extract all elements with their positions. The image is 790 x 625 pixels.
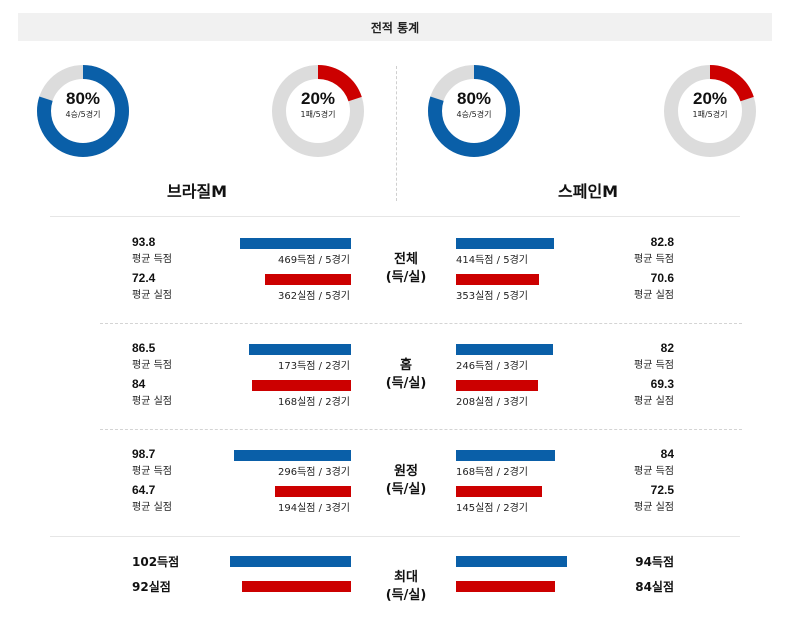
ring-fill bbox=[37, 65, 129, 157]
away-avg-conceded: 69.3 bbox=[650, 377, 674, 391]
category-label: 원정 (득/실) bbox=[366, 463, 446, 499]
home-avg-conceded: 72.4 bbox=[132, 271, 156, 285]
away-conceded-bar bbox=[456, 380, 538, 391]
home-conceded-total: 362실점 / 5경기 bbox=[278, 291, 350, 302]
stats-title: 전적 통계 bbox=[370, 20, 420, 35]
away-avg-conceded-label: 평균 실점 bbox=[634, 290, 674, 301]
away-max-scored: 94득점 bbox=[635, 555, 674, 569]
section-divider bbox=[100, 429, 742, 430]
away-avg-scored: 82.8 bbox=[650, 235, 674, 249]
home-win-ring-chart bbox=[37, 65, 129, 157]
home-conceded-bar bbox=[252, 380, 351, 391]
section-divider bbox=[50, 536, 740, 537]
category-line: 홈 bbox=[400, 358, 412, 373]
away-conceded-total: 145실점 / 2경기 bbox=[456, 503, 528, 514]
away-loss-ring: 20% 1패/5경기 bbox=[662, 63, 758, 159]
home-team-name: 브라질M bbox=[167, 182, 228, 201]
home-loss-ring: 20% 1패/5경기 bbox=[270, 63, 366, 159]
away-loss-record: 1패/5경기 bbox=[692, 110, 728, 119]
home-loss-ring-chart bbox=[272, 65, 364, 157]
home-scored-bar bbox=[234, 450, 351, 461]
section-divider bbox=[50, 216, 740, 217]
away-avg-scored-label: 평균 득점 bbox=[634, 360, 674, 371]
category-line: 최대 bbox=[394, 570, 418, 585]
home-scored-bar bbox=[249, 344, 351, 355]
category-label: 전체 (득/실) bbox=[366, 251, 446, 287]
home-max-conceded: 92실점 bbox=[132, 580, 171, 594]
home-win-pct: 80% bbox=[65, 89, 101, 108]
section-divider bbox=[100, 323, 742, 324]
home-scored-bar bbox=[240, 238, 351, 249]
away-max-conceded: 84실점 bbox=[635, 580, 674, 594]
home-scored-bar bbox=[230, 556, 351, 567]
home-avg-conceded: 64.7 bbox=[132, 483, 156, 497]
home-scored-total: 173득점 / 2경기 bbox=[278, 361, 350, 372]
away-avg-scored: 82 bbox=[660, 341, 674, 355]
away-conceded-bar bbox=[456, 274, 539, 285]
away-avg-conceded-label: 평균 실점 bbox=[634, 502, 674, 513]
away-win-record: 4승/5경기 bbox=[456, 110, 492, 119]
ring-fill bbox=[272, 65, 364, 157]
home-avg-scored-label: 평균 득점 bbox=[132, 254, 172, 265]
stats-header: 전적 통계 bbox=[18, 13, 772, 41]
away-scored-bar bbox=[456, 344, 553, 355]
home-loss-record: 1패/5경기 bbox=[300, 110, 336, 119]
category-label: 최대 (득/실) bbox=[366, 569, 446, 605]
home-scored-total: 469득점 / 5경기 bbox=[278, 255, 350, 266]
category-line: (득/실) bbox=[385, 376, 427, 391]
away-scored-total: 414득점 / 5경기 bbox=[456, 255, 528, 266]
away-team-name: 스페인M bbox=[558, 182, 619, 201]
home-avg-scored: 98.7 bbox=[132, 447, 156, 461]
category-line: 원정 bbox=[394, 464, 418, 479]
away-loss-ring-chart bbox=[664, 65, 756, 157]
away-conceded-bar bbox=[456, 581, 555, 592]
category-label: 홈 (득/실) bbox=[366, 357, 446, 393]
away-avg-conceded: 70.6 bbox=[650, 271, 674, 285]
category-line: (득/실) bbox=[385, 270, 427, 285]
away-scored-total: 168득점 / 2경기 bbox=[456, 467, 528, 478]
away-scored-bar bbox=[456, 450, 555, 461]
away-avg-scored-label: 평균 득점 bbox=[634, 254, 674, 265]
home-avg-conceded: 84 bbox=[132, 377, 146, 391]
home-avg-conceded-label: 평균 실점 bbox=[132, 396, 172, 407]
home-max-scored: 102득점 bbox=[132, 555, 180, 569]
home-loss-pct: 20% bbox=[300, 89, 336, 108]
away-scored-bar bbox=[456, 556, 567, 567]
home-avg-conceded-label: 평균 실점 bbox=[132, 290, 172, 301]
home-conceded-bar bbox=[275, 486, 351, 497]
home-win-ring: 80% 4승/5경기 bbox=[35, 63, 131, 159]
away-avg-conceded: 72.5 bbox=[650, 483, 674, 497]
away-win-pct: 80% bbox=[456, 89, 492, 108]
away-conceded-total: 208실점 / 3경기 bbox=[456, 397, 528, 408]
home-avg-scored-label: 평균 득점 bbox=[132, 466, 172, 477]
ring-fill bbox=[664, 65, 756, 157]
category-line: 전체 bbox=[394, 252, 418, 267]
home-conceded-total: 194실점 / 3경기 bbox=[278, 503, 350, 514]
home-avg-scored-label: 평균 득점 bbox=[132, 360, 172, 371]
away-conceded-bar bbox=[456, 486, 542, 497]
away-avg-conceded-label: 평균 실점 bbox=[634, 396, 674, 407]
ring-fill bbox=[428, 65, 520, 157]
away-avg-scored: 84 bbox=[660, 447, 674, 461]
home-conceded-bar bbox=[242, 581, 351, 592]
home-win-record: 4승/5경기 bbox=[65, 110, 101, 119]
home-conceded-bar bbox=[265, 274, 351, 285]
away-conceded-total: 353실점 / 5경기 bbox=[456, 291, 528, 302]
home-avg-scored: 93.8 bbox=[132, 235, 156, 249]
home-avg-scored: 86.5 bbox=[132, 341, 156, 355]
home-conceded-total: 168실점 / 2경기 bbox=[278, 397, 350, 408]
away-scored-bar bbox=[456, 238, 554, 249]
away-loss-pct: 20% bbox=[692, 89, 728, 108]
home-avg-conceded-label: 평균 실점 bbox=[132, 502, 172, 513]
away-avg-scored-label: 평균 득점 bbox=[634, 466, 674, 477]
category-line: (득/실) bbox=[385, 482, 427, 497]
category-line: (득/실) bbox=[385, 588, 427, 603]
away-win-ring: 80% 4승/5경기 bbox=[426, 63, 522, 159]
home-scored-total: 296득점 / 3경기 bbox=[278, 467, 350, 478]
away-win-ring-chart bbox=[428, 65, 520, 157]
away-scored-total: 246득점 / 3경기 bbox=[456, 361, 528, 372]
team-divider bbox=[396, 66, 397, 201]
